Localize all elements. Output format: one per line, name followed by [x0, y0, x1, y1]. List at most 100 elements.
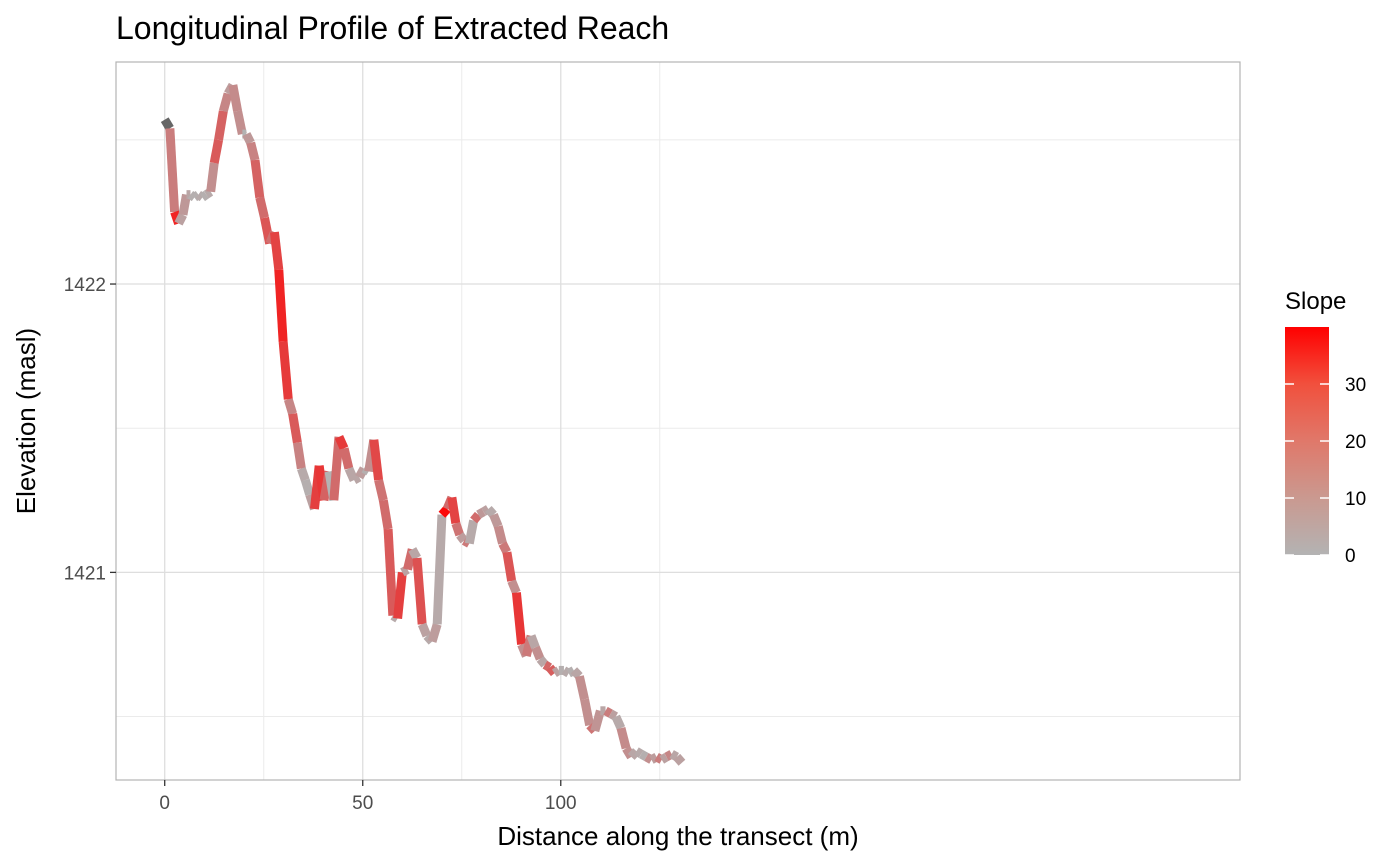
profile-segment	[351, 473, 362, 485]
profile-segment	[214, 110, 228, 141]
profile-segment	[203, 188, 214, 199]
profile-segment	[511, 592, 527, 645]
profile-segment	[536, 656, 549, 668]
profile-segment	[242, 132, 255, 145]
profile-segment	[542, 660, 553, 672]
profile-segment	[551, 666, 562, 678]
profile-segment	[301, 478, 314, 496]
legend-tick-label: 20	[1345, 432, 1366, 453]
profile-segment	[191, 191, 202, 202]
profile-segment	[160, 117, 174, 131]
profile-segment	[502, 551, 517, 582]
chart-title: Longitudinal Profile of Extracted Reach	[116, 10, 669, 46]
legend-tick-label: 10	[1345, 489, 1366, 510]
profile-segment	[507, 579, 521, 595]
profile-segment	[456, 532, 468, 544]
profile-segment	[274, 269, 288, 342]
profile-segment	[611, 714, 626, 730]
profile-segment	[288, 413, 302, 444]
profile-segment	[659, 753, 669, 764]
profile-segment	[246, 141, 260, 162]
y-axis-title: Elevation (masl)	[11, 328, 41, 514]
profile-segment	[329, 436, 344, 501]
profile-segment	[283, 398, 297, 416]
profile-segment	[408, 547, 421, 561]
profile-segment	[451, 521, 465, 537]
profile-segment	[464, 519, 479, 545]
profile-segment	[187, 191, 198, 202]
profile-segment	[580, 698, 595, 727]
profile-segment	[566, 666, 577, 678]
profile-segment	[174, 212, 187, 226]
profile-segment	[432, 514, 447, 625]
profile-segment	[481, 505, 491, 516]
profile-segment	[590, 709, 605, 733]
profile-segment	[570, 667, 583, 680]
y-tick-label: 1421	[64, 563, 106, 584]
legend-tick-label: 0	[1345, 546, 1356, 567]
profile-segment	[292, 441, 306, 470]
profile-segment	[369, 439, 384, 481]
profile-segment	[484, 505, 497, 518]
x-tick-label: 0	[159, 793, 170, 814]
profile-segment	[493, 525, 507, 545]
profile-segment	[339, 447, 354, 470]
profile-segment	[470, 511, 482, 524]
profile-segment	[608, 709, 619, 721]
profile-segment	[438, 505, 451, 518]
profile-segment	[664, 750, 674, 761]
legend-tick-label: 30	[1345, 375, 1366, 396]
profile-segment	[476, 507, 486, 519]
profile-segment	[206, 162, 219, 193]
profile-segment	[400, 565, 410, 577]
profile-segment	[638, 750, 649, 761]
profile-series	[160, 82, 686, 766]
profile-segment	[178, 193, 191, 216]
profile-segment	[531, 645, 545, 661]
profile-segment	[199, 191, 209, 202]
profile-segment	[228, 84, 243, 112]
legend-ticks: 0 10 20 30	[1285, 375, 1366, 567]
profile-segment	[278, 341, 293, 400]
profile-segment	[269, 231, 284, 271]
profile-segment	[378, 499, 393, 530]
profile-segment	[334, 435, 349, 451]
profile-segment	[498, 541, 511, 555]
profile-segment	[654, 753, 664, 764]
profile-segment	[165, 128, 180, 213]
profile-segment	[233, 110, 247, 135]
profile-segment	[574, 675, 589, 701]
profile-segment	[393, 571, 407, 619]
profile-segment	[526, 634, 540, 649]
profile-segment	[427, 623, 442, 643]
profile-segment	[209, 139, 223, 164]
profile-segment	[374, 479, 388, 502]
profile-segment	[417, 622, 432, 638]
x-tick-label: 100	[545, 793, 577, 814]
profile-segment	[255, 196, 269, 219]
profile-segment	[447, 496, 461, 525]
slope-legend: Slope 0 10 20 30	[1285, 288, 1366, 567]
profile-segment	[489, 513, 503, 528]
profile-segment	[218, 92, 233, 113]
legend-title: Slope	[1285, 288, 1346, 315]
profile-segment	[634, 747, 644, 758]
profile-segment	[649, 753, 659, 764]
profile-segment	[297, 467, 310, 482]
profile-segment	[669, 750, 680, 761]
profile-segment	[673, 753, 686, 766]
profile-segment	[603, 706, 613, 718]
profile-segment	[383, 528, 398, 616]
profile-segment	[250, 159, 265, 199]
profile-segment	[546, 664, 558, 677]
profile-segment	[412, 557, 427, 625]
y-tick-label: 1422	[64, 275, 106, 296]
profile-segment	[644, 753, 654, 764]
x-axis-title: Distance along the transect (m)	[497, 821, 858, 851]
profile-segment	[616, 726, 631, 750]
plot-panel-border	[115, 61, 1241, 781]
x-tick-label: 50	[352, 793, 373, 814]
profile-segment	[561, 666, 572, 678]
profile-segment	[627, 748, 640, 760]
